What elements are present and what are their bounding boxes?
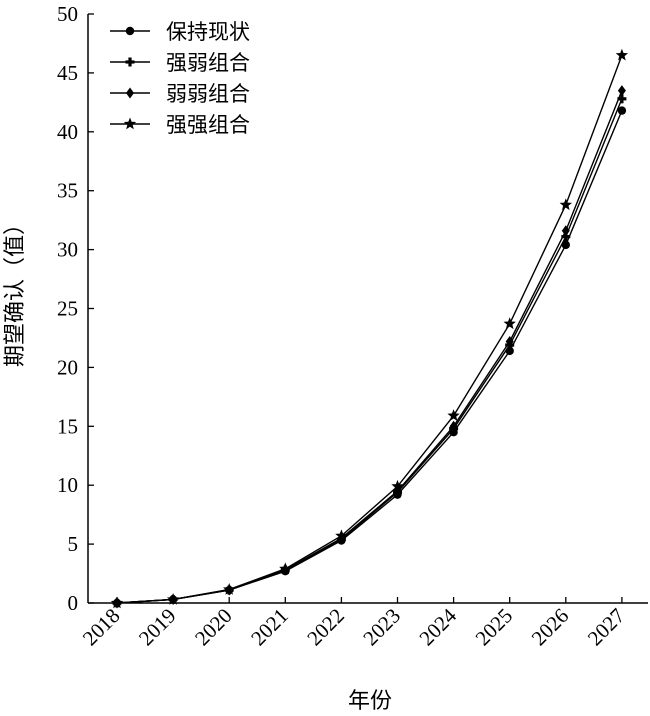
series-4 <box>110 48 629 609</box>
series-line <box>116 54 623 604</box>
legend-item: 强弱组合 <box>110 51 250 75</box>
data-point <box>617 106 627 115</box>
data-point <box>505 335 514 347</box>
data-point <box>561 225 570 237</box>
x-tick-label: 2026 <box>527 604 574 651</box>
legend-item: 弱弱组合 <box>110 82 250 106</box>
y-axis-label: 期望确认（值） <box>3 213 28 367</box>
x-tick-label: 2025 <box>471 604 518 651</box>
legend-label: 保持现状 <box>166 20 250 44</box>
x-axis-label: 年份 <box>348 689 392 714</box>
data-point <box>561 240 570 250</box>
y-tick-label: 20 <box>57 355 78 379</box>
y-tick-label: 40 <box>57 120 78 144</box>
y-tick-label: 30 <box>57 238 78 262</box>
legend-label: 强强组合 <box>166 113 250 137</box>
x-tick-label: 2022 <box>302 604 349 651</box>
data-point <box>615 48 629 61</box>
series-line <box>116 110 623 604</box>
legend-label: 弱弱组合 <box>166 82 250 106</box>
data-point <box>110 596 124 609</box>
y-tick-label: 50 <box>57 2 78 26</box>
data-point <box>335 529 348 542</box>
x-tick-label: 2023 <box>358 604 405 651</box>
data-point <box>223 582 236 595</box>
series-1 <box>112 106 627 608</box>
x-tick-label: 2018 <box>78 604 125 651</box>
legend-item: 强强组合 <box>110 113 250 137</box>
data-point <box>503 317 516 330</box>
x-tick-label: 2020 <box>190 604 237 651</box>
data-point <box>617 94 627 104</box>
x-tick-label: 2021 <box>246 604 293 651</box>
legend-marker <box>123 117 137 130</box>
legend-marker <box>126 87 134 99</box>
data-point <box>559 198 572 211</box>
legend-label: 强弱组合 <box>166 51 250 75</box>
series-3 <box>113 85 626 609</box>
y-tick-label: 35 <box>57 179 78 203</box>
legend-item: 保持现状 <box>110 20 250 44</box>
x-tick-label: 2027 <box>583 604 630 651</box>
series-line <box>116 98 623 604</box>
data-point <box>449 420 458 432</box>
data-point <box>279 562 292 575</box>
series-2 <box>112 94 627 608</box>
data-point <box>391 479 404 492</box>
legend-marker <box>125 57 135 67</box>
data-point <box>561 232 571 242</box>
y-tick-label: 25 <box>57 297 78 321</box>
x-tick-label: 2019 <box>134 604 181 651</box>
series-line <box>116 90 623 604</box>
y-tick-label: 0 <box>68 591 79 615</box>
legend-marker <box>125 26 135 36</box>
y-tick-label: 10 <box>57 473 78 497</box>
y-tick-label: 15 <box>57 414 78 438</box>
y-tick-label: 45 <box>57 61 78 85</box>
y-tick-label: 5 <box>68 532 79 556</box>
series-layer <box>110 48 629 609</box>
data-point <box>166 592 180 605</box>
data-point <box>617 85 626 97</box>
data-point <box>447 409 460 421</box>
x-tick-label: 2024 <box>414 603 461 650</box>
